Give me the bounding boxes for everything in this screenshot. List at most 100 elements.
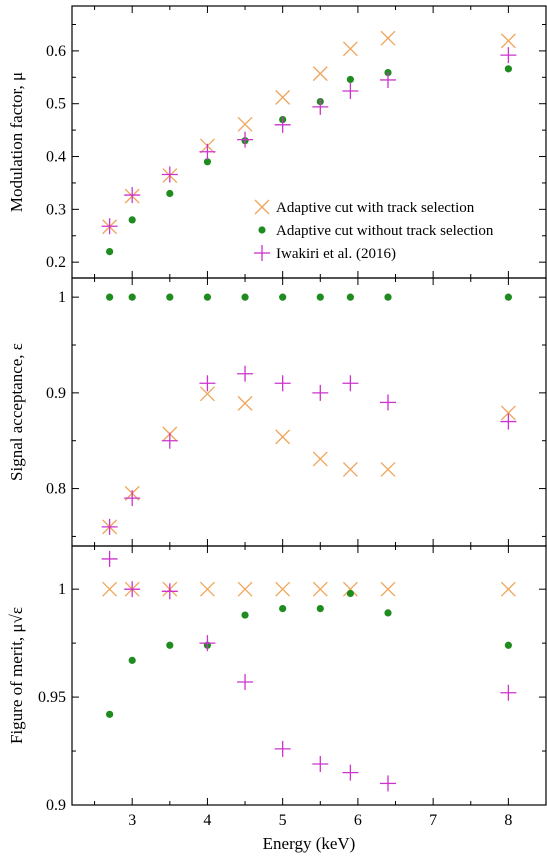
data-point-x [500, 581, 516, 597]
data-point-x [312, 66, 328, 82]
data-point-dot [346, 589, 354, 598]
data-point-+ [500, 47, 517, 64]
legend-marker [258, 226, 266, 234]
y-tick-label: 0.6 [46, 43, 66, 60]
axes-layer [71, 5, 547, 806]
y-tick-label: 0.8 [46, 481, 66, 498]
plot-frame-middle [71, 277, 547, 547]
y-tick-label: 0.3 [46, 201, 66, 218]
data-point-x [342, 461, 358, 477]
data-point-dot [203, 158, 212, 166]
data-point-dot [106, 293, 114, 301]
data-point-dot [316, 604, 324, 613]
data-point-+ [237, 131, 254, 148]
y-tick-label: 0.95 [38, 689, 66, 706]
data-point-+ [101, 518, 118, 535]
data-point-dot [241, 611, 249, 619]
data-point-+ [274, 116, 291, 133]
data-point-+ [124, 490, 141, 507]
data-point-x [312, 581, 328, 597]
data-point-+ [199, 375, 216, 392]
data-point-+ [101, 550, 118, 567]
data-point-+ [161, 432, 178, 449]
y-tick-label: 0.9 [46, 797, 66, 814]
data-point-dot [166, 293, 174, 301]
x-axis-label: Energy (keV) [263, 834, 356, 853]
data-point-dot [384, 293, 392, 301]
data-point-+ [342, 375, 359, 392]
data-point-+ [312, 384, 329, 401]
data-point-+ [274, 375, 291, 392]
data-point-dot [241, 293, 249, 301]
data-point-+ [237, 365, 254, 382]
data-point-dot [316, 293, 324, 301]
legend-label: Adaptive cut with track selection [276, 200, 475, 216]
data-point-dot [504, 641, 512, 649]
data-point-dot [504, 65, 512, 73]
plot-frame-bottom [71, 545, 547, 806]
x-tick-label: 7 [429, 812, 437, 829]
data-point-x [500, 405, 516, 421]
text-layer: 0.2 0.3 0.4 0.5 0.6 Modulation factor, μ Adapt… [7, 43, 512, 853]
y-axis-label-bottom: Figure of merit, μ√ε [7, 607, 26, 744]
data-point-x [199, 386, 215, 402]
x-tick-label: 4 [203, 812, 211, 829]
data-point-+ [161, 166, 178, 183]
data-point-+ [199, 143, 216, 160]
data-point-x [312, 451, 328, 467]
data-point-x [275, 581, 291, 597]
data-point-x [275, 89, 291, 105]
data-point-x [237, 581, 253, 597]
data-point-+ [380, 775, 396, 792]
y-tick-label: 1 [58, 289, 66, 306]
x-tick-label: 8 [504, 812, 512, 829]
data-point-+ [237, 673, 254, 690]
data-point-dot [504, 293, 512, 301]
data-point-dot [128, 293, 136, 301]
data-point-x [342, 41, 358, 57]
y-tick-label: 0.2 [46, 254, 66, 271]
y-axis-label-middle: Signal acceptance, ε [7, 343, 26, 481]
data-point-+ [312, 755, 329, 772]
y-axis-label-top: Modulation factor, μ [7, 72, 26, 212]
data-point-x [380, 461, 396, 477]
data-point-x [237, 395, 253, 411]
x-tick-label: 3 [128, 812, 136, 829]
data-point-dot [106, 710, 114, 718]
data-point-x [275, 429, 291, 445]
data-point-x [500, 33, 516, 49]
data-point-x [342, 581, 358, 597]
data-layer [101, 30, 517, 792]
data-point-dot [346, 293, 354, 301]
x-tick-label: 6 [354, 812, 362, 829]
data-point-+ [342, 764, 359, 781]
data-point-dot [346, 75, 354, 84]
data-point-x [102, 581, 118, 597]
y-tick-label: 1 [58, 581, 66, 598]
x-tick-label: 5 [279, 812, 287, 829]
data-point-x [380, 30, 396, 46]
y-tick-label: 0.9 [46, 385, 66, 402]
data-point-dot [128, 216, 136, 224]
data-point-+ [274, 740, 291, 757]
data-point-dot [166, 189, 174, 198]
data-point-dot [203, 293, 212, 301]
data-point-+ [199, 635, 216, 652]
data-point-x [237, 116, 253, 132]
data-point-+ [161, 583, 178, 600]
data-point-dot [384, 609, 392, 617]
data-point-x [380, 581, 396, 597]
data-point-dot [106, 247, 114, 256]
data-point-dot [128, 656, 136, 664]
data-point-+ [380, 394, 396, 411]
data-point-+ [500, 413, 517, 430]
data-point-+ [124, 187, 141, 204]
data-point-dot [166, 641, 174, 649]
data-point-+ [124, 581, 141, 598]
legend-label: Adaptive cut without track selection [276, 223, 494, 239]
data-point-+ [342, 83, 359, 100]
y-tick-label: 0.5 [46, 96, 66, 113]
y-tick-label: 0.4 [46, 149, 66, 166]
legend-label: Iwakiri et al. (2016) [276, 246, 396, 262]
